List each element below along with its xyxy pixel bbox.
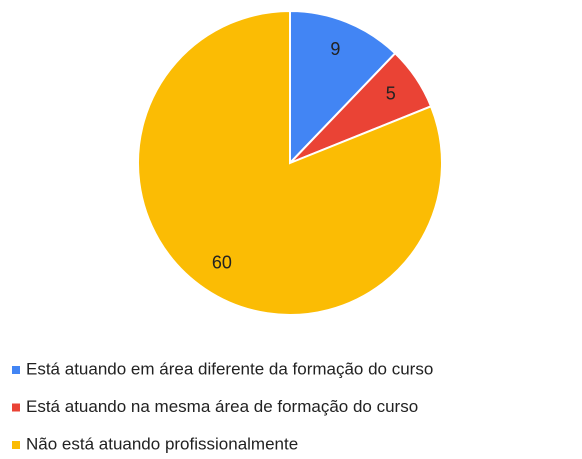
legend-swatch — [12, 403, 20, 412]
pie-slice — [289, 9, 397, 166]
legend-swatch — [12, 441, 20, 449]
legend-label: Está atuando em área diferente da formaç… — [26, 359, 433, 378]
legend-swatch — [12, 366, 20, 374]
data-label: 9 — [330, 39, 340, 59]
legend-label: Está atuando na mesma área de formação d… — [26, 397, 418, 416]
legend-label: Não está atuando profissionalmente — [26, 434, 298, 453]
pie-slice — [137, 9, 443, 316]
data-label: 60 — [212, 252, 232, 272]
data-label: 5 — [386, 84, 396, 104]
